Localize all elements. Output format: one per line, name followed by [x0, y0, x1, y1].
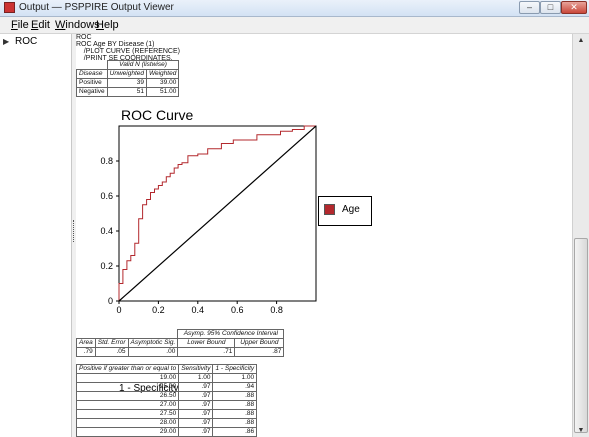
- expand-arrow-icon[interactable]: ▶: [3, 37, 10, 46]
- menu-help[interactable]: Help: [96, 19, 119, 31]
- legend-swatch: [324, 204, 335, 215]
- header-weighted: Weighted: [145, 69, 180, 79]
- menu-edit[interactable]: Edit: [31, 19, 50, 31]
- y-tick-label: 0.6: [100, 191, 113, 201]
- close-button[interactable]: ✕: [561, 1, 587, 14]
- menu-windows[interactable]: Windows: [55, 19, 100, 31]
- pane-splitter[interactable]: [73, 220, 76, 242]
- x-tick-label: 0.4: [192, 305, 205, 315]
- reference-line: [118, 125, 317, 302]
- maximize-button[interactable]: □: [540, 1, 561, 14]
- output-navigator: ▶ ROC: [0, 34, 72, 437]
- table-row: .79 .05 .00 .71 .87: [76, 347, 285, 357]
- output-content: ROC ROC Age BY Disease (1) /PLOT CURVE (R…: [76, 34, 572, 437]
- scroll-up-icon[interactable]: ▲: [577, 37, 585, 44]
- table-row: 29.00.97.86: [76, 427, 258, 437]
- window-title: Output — PSPPIRE Output Viewer: [19, 2, 174, 13]
- syntax-echo: ROC ROC Age BY Disease (1) /PLOT CURVE (R…: [76, 34, 180, 62]
- title-bar: Output — PSPPIRE Output Viewer – □ ✕: [0, 0, 589, 17]
- legend-label: Age: [342, 204, 360, 215]
- table-row: 25.00.97.94: [76, 382, 258, 392]
- x-tick-label: 0.8: [270, 305, 283, 315]
- header-disease: Disease: [76, 69, 108, 79]
- table-row: 27.00.97.88: [76, 400, 258, 410]
- header-valid-n: Valid N (listwise): [106, 60, 180, 70]
- minimize-button[interactable]: –: [519, 1, 540, 14]
- chart-title: ROC Curve: [121, 107, 194, 123]
- y-tick-label: 0: [108, 296, 113, 306]
- scroll-down-icon[interactable]: ▼: [577, 427, 585, 434]
- roc-chart-svg: 0 0.2 0.4 0.6 0.8 0 0.2 0.4 0.6 0.8: [100, 125, 317, 315]
- table-row: Positive 39 39.00: [76, 78, 180, 88]
- x-tick-label: 0: [116, 305, 121, 315]
- table-row: 26.50.97.88: [76, 391, 258, 401]
- area-under-curve-table: Asymp. 95% Confidence Interval Area Std.…: [76, 329, 285, 357]
- app-icon: [4, 2, 15, 13]
- y-tick-label: 0.4: [100, 226, 113, 236]
- series-line-age: [118, 125, 316, 301]
- x-tick-label: 0.2: [152, 305, 165, 315]
- table-row: 19.00 1.00 1.00: [76, 373, 258, 383]
- vertical-scrollbar[interactable]: ▲ ▼: [572, 34, 589, 437]
- x-tick-label: 0.6: [231, 305, 244, 315]
- scroll-thumb[interactable]: [574, 238, 588, 433]
- table-row: 28.00.97.88: [76, 418, 258, 428]
- case-summary-table: Valid N (listwise) Disease Unweighted Weig…: [76, 60, 180, 97]
- header-unweighted: Unweighted: [106, 69, 147, 79]
- chart-legend: Age: [318, 196, 372, 226]
- table-row: 27.50.97.88: [76, 409, 258, 419]
- y-tick-label: 0.8: [100, 156, 113, 166]
- table-row: Negative 51 51.00: [76, 87, 180, 97]
- header-confidence-interval: Asymp. 95% Confidence Interval: [177, 329, 285, 339]
- coordinates-table: Positive if greater than or equal to Sen…: [76, 364, 258, 437]
- roc-chart: ROC Curve 0 0.2 0.4 0.6 0.8 0 0.2 0.4 0.6 0.8 Age…: [77, 107, 374, 394]
- menu-file[interactable]: File: [11, 19, 29, 31]
- menu-bar: File Edit Windows Help: [0, 17, 589, 34]
- nav-item-roc[interactable]: ROC: [15, 36, 38, 47]
- y-tick-label: 0.2: [100, 261, 113, 271]
